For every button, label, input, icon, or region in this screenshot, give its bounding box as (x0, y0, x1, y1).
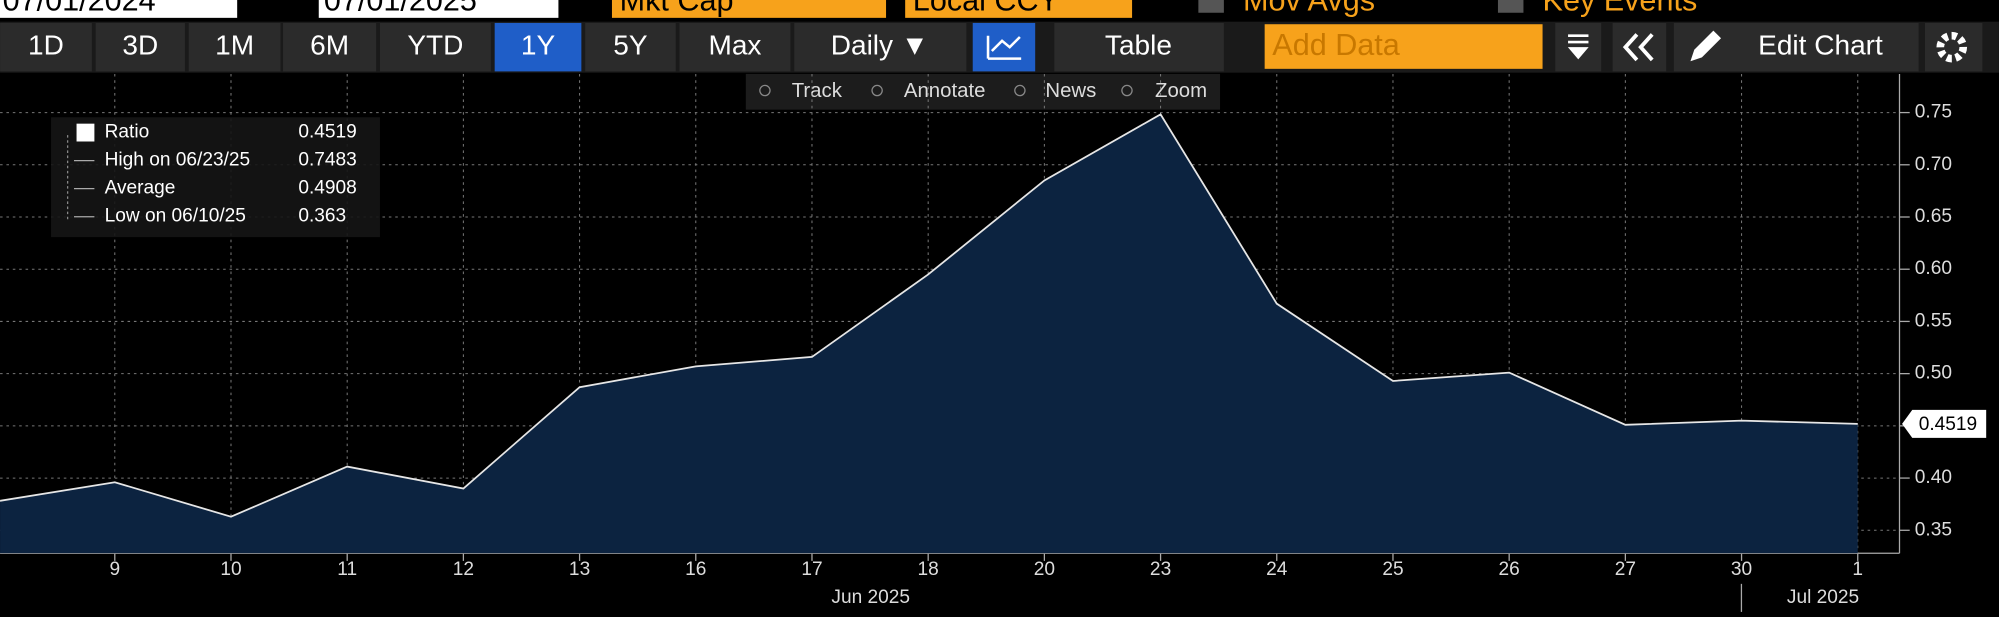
legend-label: Low on 06/10/25 (105, 206, 246, 227)
period-label: 1D (28, 30, 64, 61)
field: Mkt Cap (620, 0, 734, 18)
y-tick-label: 0.60 (1915, 258, 1952, 279)
legend-label: Ratio (105, 122, 150, 143)
end-date-box[interactable] (318, 0, 559, 18)
period-label: 1Y (521, 30, 556, 61)
add-data-box[interactable] (1264, 24, 1543, 69)
x-tick-label: 25 (1382, 559, 1403, 580)
collapse-icon (1622, 33, 1654, 62)
x-tick-label: 18 (918, 559, 939, 580)
legend-label: Average (105, 178, 176, 199)
chart-tool[interactable]: Zoom (1155, 80, 1207, 102)
x-tick-label: 9 (109, 559, 120, 580)
checkbox[interactable] (1198, 0, 1224, 13)
line-icon-button[interactable] (972, 22, 1036, 72)
period-button[interactable] (679, 22, 791, 72)
start-date: 07/01/2024 (3, 0, 156, 18)
gear-icon (1936, 31, 1968, 63)
tool-icon (759, 84, 771, 97)
y-tick-label: 0.50 (1915, 363, 1952, 384)
period-label: 1M (215, 30, 254, 61)
last-value-label: 0.4519 (1919, 414, 1977, 435)
table-button[interactable] (1054, 22, 1224, 72)
toggle[interactable]: Mov Avgs (1243, 0, 1375, 18)
start-date-box[interactable] (0, 0, 238, 18)
plot (0, 113, 1858, 554)
table: Table (1105, 30, 1172, 61)
legend-value: 0.4519 (298, 122, 356, 143)
add-data: Add Data (1272, 28, 1400, 62)
x-tick-label: 16 (685, 559, 706, 580)
x-tick-label: 12 (453, 559, 474, 580)
chart-tools-bar (745, 73, 1221, 110)
period-label: 6M (310, 30, 349, 61)
month-label: Jul 2025 (1787, 587, 1859, 608)
tool-icon (1014, 84, 1026, 97)
period-button[interactable] (95, 22, 185, 72)
field-box[interactable] (611, 0, 887, 18)
last-value-tag (1902, 409, 1987, 438)
legend-box (51, 117, 380, 238)
period-label: Max (708, 30, 761, 61)
edit-chart: Edit Chart (1758, 30, 1883, 61)
chart-tool[interactable]: News (1045, 80, 1096, 102)
legend-swatch (76, 123, 95, 142)
x-tick-label: 13 (569, 559, 590, 580)
period-button[interactable] (379, 22, 491, 72)
x-tick-label: 1 (1852, 559, 1863, 580)
x-tick-label: 30 (1731, 559, 1752, 580)
y-tick-label: 0.40 (1915, 467, 1952, 488)
chart-tool[interactable]: Annotate (904, 80, 986, 102)
line (0, 113, 1858, 518)
y-tick-label: 0.55 (1915, 310, 1952, 331)
currency-box[interactable] (905, 0, 1133, 18)
filter-icon (1567, 34, 1589, 60)
pencil-icon (1690, 30, 1722, 62)
period-button[interactable] (585, 22, 676, 72)
tool-icon (871, 84, 883, 97)
end-date: 07/01/2025 (324, 0, 477, 18)
y-tick-label: 0.70 (1915, 154, 1952, 175)
y-tick-label: 0.65 (1915, 206, 1952, 227)
period-label: 5Y (613, 30, 648, 61)
period-button[interactable] (494, 22, 582, 72)
chart-tool[interactable]: Track (792, 80, 843, 102)
y-tick-label: 0.75 (1915, 102, 1952, 123)
legend-value: 0.363 (298, 206, 346, 227)
x-tick-label: 24 (1266, 559, 1288, 580)
period-label: YTD (407, 30, 463, 61)
x-tick-label: 10 (220, 559, 241, 580)
legend-label: High on 06/23/25 (105, 150, 251, 171)
tool-icon (1121, 84, 1133, 97)
y-tick-label: 0.35 (1915, 519, 1952, 540)
checkbox[interactable] (1497, 0, 1524, 13)
frequency-button[interactable] (794, 22, 967, 72)
x-tick-label: 20 (1034, 559, 1055, 580)
area (0, 114, 1858, 554)
frequency: Daily ▼ (831, 30, 929, 61)
x-tick-label: 27 (1615, 559, 1636, 580)
edit-button[interactable] (1673, 22, 1919, 72)
legend-value: 0.7483 (298, 150, 356, 171)
toggle[interactable]: Key Events (1543, 0, 1698, 18)
month-label: Jun 2025 (831, 587, 910, 608)
x-tick-label: 11 (337, 559, 357, 580)
line-icon (986, 35, 1022, 60)
currency: Local CCY (913, 0, 1059, 18)
legend-value: 0.4908 (298, 178, 356, 199)
x-tick-label: 17 (801, 559, 822, 580)
x-tick-label: 23 (1150, 559, 1171, 580)
x-tick-label: 26 (1499, 559, 1520, 580)
period-button[interactable] (283, 22, 377, 72)
settings-button[interactable] (1925, 22, 1983, 72)
period-button[interactable] (188, 22, 281, 72)
period-label: 3D (122, 30, 158, 61)
period-button[interactable] (0, 22, 92, 72)
